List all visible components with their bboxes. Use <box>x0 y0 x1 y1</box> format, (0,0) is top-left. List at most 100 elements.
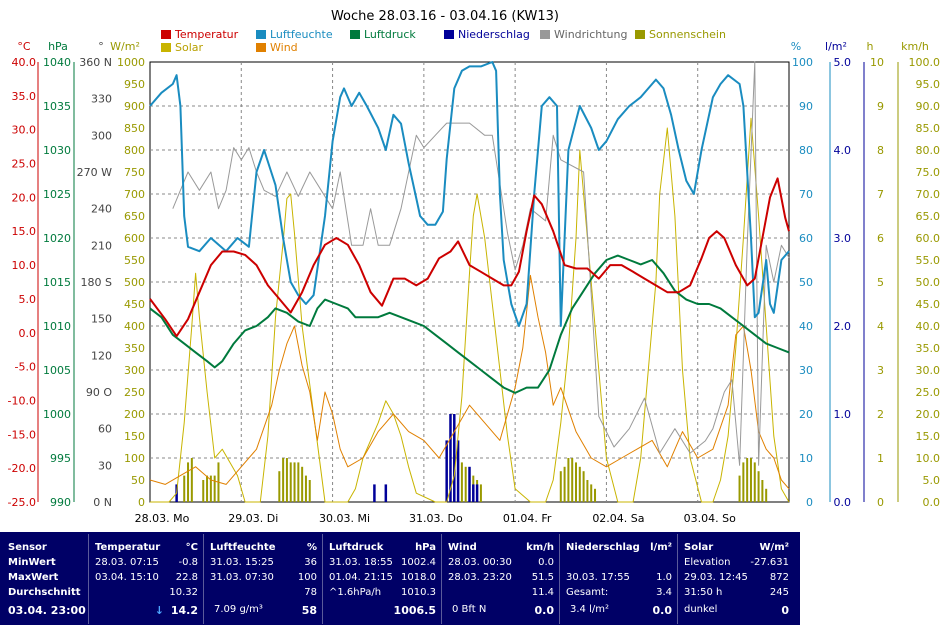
temp-tick-9: -5.0 <box>15 361 36 374</box>
x-tick-1: 29.03. Di <box>228 512 278 525</box>
solar-tick-11: 450 <box>124 298 145 311</box>
temp-avg: 10.32 <box>169 587 198 598</box>
legend-label-3: Niederschlag <box>458 28 530 41</box>
press-max-time: 01.04. 21:15 <box>329 572 393 583</box>
temp-tick-1: 35.0 <box>12 90 37 103</box>
humidity-tick-2: 80 <box>799 144 813 157</box>
left-axes: °C 40.0 35.0 30.0 25.0 20.0 15.0 10.0 5.0 0.0 -5.0… <box>8 40 145 509</box>
solar-tick-2: 900 <box>124 100 145 113</box>
sonnenschein-bar-35 <box>594 488 597 502</box>
niederschlag-bar-2 <box>384 484 388 502</box>
solar-max: 872 <box>769 572 789 583</box>
temp-tick-6: 10.0 <box>12 259 37 272</box>
niederschlag-bar-3 <box>445 440 448 502</box>
legend-label-1: Luftfeuchte <box>270 28 333 41</box>
temp-tick-10: -10.0 <box>8 394 36 407</box>
x-tick-0: 28.03. Mo <box>135 512 190 525</box>
winddir-tick-10: 60 <box>98 423 112 436</box>
sunhours-tick-1: 9 <box>877 100 884 113</box>
legend-label-6: Solar <box>175 41 204 54</box>
press-trend: ^1.6hPa/h <box>329 587 382 598</box>
temp-tick-5: 15.0 <box>12 225 37 238</box>
hum-max: 100 <box>297 572 317 583</box>
solar-sun: 245 <box>769 587 789 598</box>
pressure-tick-2: 1030 <box>43 144 71 157</box>
humidity-tick-5: 50 <box>799 276 813 289</box>
pressure-tick-0: 1040 <box>43 56 71 69</box>
pressure-unit-label: hPa <box>48 40 68 53</box>
pressure-tick-1: 1035 <box>43 100 71 113</box>
sonnenschein-bar-2 <box>190 458 193 502</box>
press-min: 1002.4 <box>401 557 436 568</box>
wind-avg: 11.4 <box>531 587 554 598</box>
solar-tick-18: 100 <box>124 452 145 465</box>
sonnenschein-bar-1 <box>187 462 190 502</box>
sunhours-tick-0: 10 <box>870 56 884 69</box>
pressure-tick-10: 990 <box>50 496 71 509</box>
sunhours-tick-9: 1 <box>877 452 884 465</box>
hum-unit: % <box>306 542 317 553</box>
sonnenschein-bar-40 <box>753 462 756 502</box>
wind-tick-7: 65.0 <box>916 210 941 223</box>
solar-tick-8: 600 <box>124 232 145 245</box>
sonnenschein-bar-6 <box>213 475 216 502</box>
temp-tick-12: -20.0 <box>8 462 36 475</box>
wind-tick-3: 85.0 <box>916 122 941 135</box>
right-axes: %1009080706050403020100l/m²5.04.03.02.01… <box>791 40 940 509</box>
summary-col-luftdruck: Luftdruck hPa 31.03. 18:55 1002.4 01.04. 2… <box>322 534 442 624</box>
pressure-tick-9: 995 <box>50 452 71 465</box>
temp-max-time: 03.04. 15:10 <box>95 572 159 583</box>
rain-max-time: 30.03. 17:55 <box>566 572 630 583</box>
solar-tick-10: 500 <box>124 276 145 289</box>
hum-header: Luftfeuchte <box>210 542 276 553</box>
winddir-tick-3: 270 W <box>77 166 112 179</box>
winddir-tick-7: 150 <box>91 313 112 326</box>
wind-tick-16: 20.0 <box>916 408 941 421</box>
sonnenschein-bar-33 <box>586 480 589 502</box>
pressure-tick-5: 1015 <box>43 276 71 289</box>
line-temperatur <box>149 177 790 338</box>
rain-today: 3.4 l/m² <box>570 604 609 615</box>
humidity-tick-0: 100 <box>792 56 813 69</box>
press-avg: 1010.3 <box>401 587 436 598</box>
line-luftdruck <box>149 254 790 394</box>
solar-tick-9: 550 <box>124 254 145 267</box>
press-unit: hPa <box>415 542 436 553</box>
temp-header: Temperatur <box>95 542 161 553</box>
legend-label-0: Temperatur <box>174 28 239 41</box>
temp-current: 14.2 <box>170 604 198 617</box>
avg-label: Durchschnitt <box>8 587 81 598</box>
winddir-tick-6: 180 S <box>81 276 112 289</box>
hum-min: 36 <box>304 557 317 568</box>
legend-swatch-0 <box>161 30 171 39</box>
legend-swatch-3 <box>444 30 454 39</box>
sunhours-tick-10: 0 <box>877 496 884 509</box>
temp-tick-13: -25.0 <box>8 496 36 509</box>
wind-min-time: 28.03. 00:30 <box>448 557 512 568</box>
hum-min-time: 31.03. 15:25 <box>210 557 274 568</box>
legend-swatch-4 <box>540 30 550 39</box>
wind-tick-19: 5.0 <box>923 474 941 487</box>
solar-tick-16: 200 <box>124 408 145 421</box>
wind-tick-17: 15.0 <box>916 430 941 443</box>
temp-tick-4: 20.0 <box>12 191 37 204</box>
wind-tick-6: 70.0 <box>916 188 941 201</box>
rain-tick-5: 0.0 <box>834 496 852 509</box>
winddir-tick-5: 210 <box>91 239 112 252</box>
solar-tick-12: 400 <box>124 320 145 333</box>
x-axis: 28.03. Mo 29.03. Di 30.03. Mi 31.03. Do 01.0… <box>135 512 736 525</box>
hum-current: 58 <box>301 604 317 617</box>
x-tick-6: 03.04. So <box>684 512 736 525</box>
niederschlag-bar-8 <box>472 484 475 502</box>
legend-label-4: Windrichtung <box>554 28 627 41</box>
press-max: 1018.0 <box>401 572 436 583</box>
sonnenschein-bar-31 <box>578 466 581 502</box>
sonnenschein-bar-10 <box>285 458 288 502</box>
sonnenschein-bar-13 <box>297 462 300 502</box>
wind-beaufort: 0 Bft N <box>452 604 487 615</box>
sonnenschein-bar-5 <box>209 475 212 502</box>
solar-tick-20: 0 <box>138 496 145 509</box>
humidity-tick-8: 20 <box>799 408 813 421</box>
solar-tick-5: 750 <box>124 166 145 179</box>
solar-unit: W/m² <box>759 542 789 553</box>
